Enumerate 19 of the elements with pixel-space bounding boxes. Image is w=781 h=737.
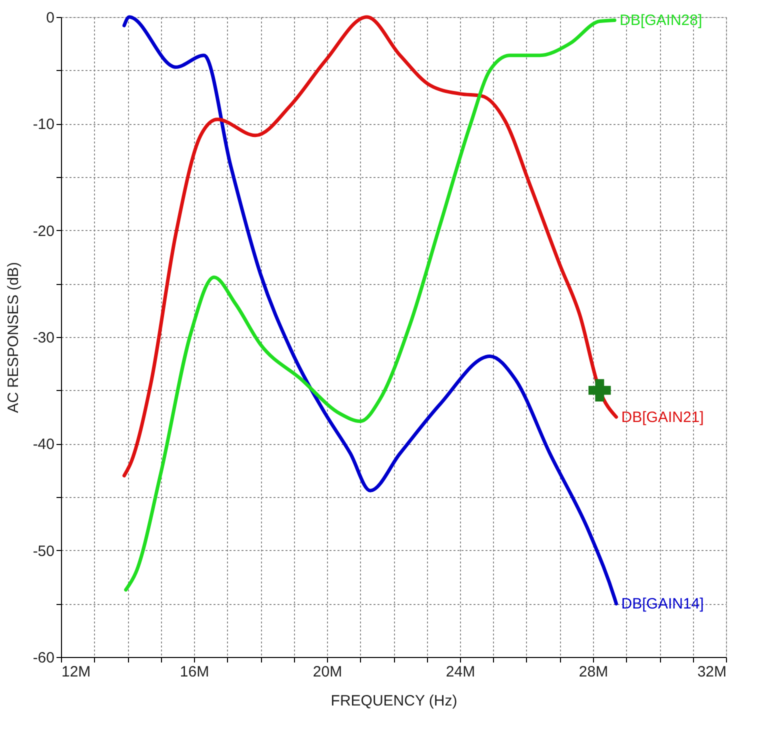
x-tick-label: 24M bbox=[446, 664, 476, 680]
x-tick-label: 12M bbox=[62, 664, 91, 680]
series-label: DB[GAIN14] bbox=[621, 596, 704, 613]
line-series bbox=[122, 15, 618, 478]
y-tick-label: -30 bbox=[32, 330, 54, 346]
series-label: DB[GAIN21] bbox=[621, 409, 704, 426]
y-tick-label: -50 bbox=[32, 542, 54, 560]
y-tick-label: -20 bbox=[32, 222, 54, 240]
series-label: DB[GAIN28] bbox=[620, 12, 702, 30]
y-tick-label: -60 bbox=[32, 650, 54, 666]
x-axis-title: FREQUENCY (Hz) bbox=[330, 692, 458, 710]
x-tick-label: 20M bbox=[312, 664, 342, 680]
x-tick-label: 16M bbox=[180, 664, 210, 680]
y-tick-label: -10 bbox=[32, 116, 54, 134]
y-tick-label: 0 bbox=[46, 10, 54, 26]
x-tick-label: 28M bbox=[578, 664, 608, 680]
y-axis-title: AC RESPONSES (dB) bbox=[4, 262, 22, 413]
y-tick-label: -40 bbox=[32, 436, 54, 454]
x-tick-label: 32M bbox=[697, 664, 726, 680]
